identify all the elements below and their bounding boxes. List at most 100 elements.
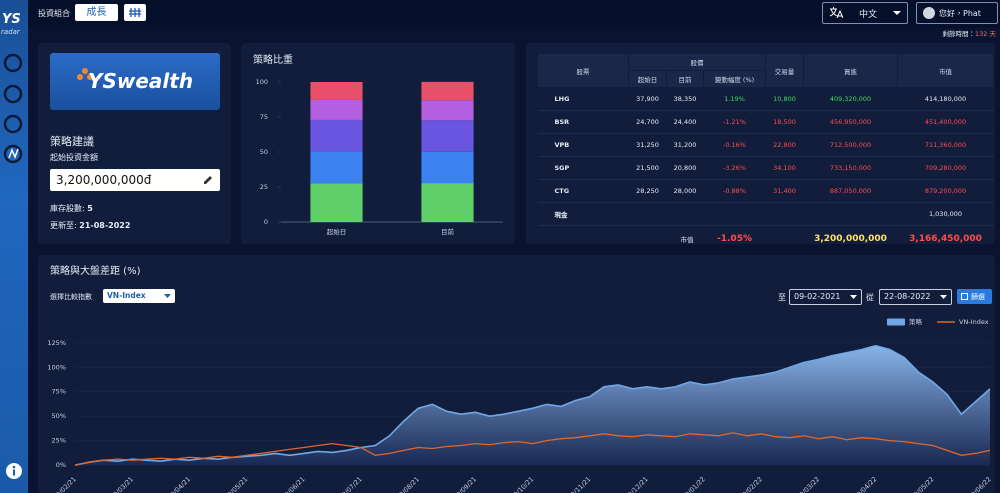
x-tick-label: 09/04/22	[852, 475, 878, 493]
empty-cell	[666, 202, 704, 226]
market-cell: 1,030,000	[897, 202, 994, 226]
index-label: 選擇比較指數	[50, 293, 92, 301]
filter-button[interactable]: 篩選	[957, 289, 992, 304]
market-cell: 451,400,000	[897, 110, 994, 134]
brand-name: YSwealth	[88, 69, 194, 93]
change-cell: -0.16%	[703, 133, 766, 157]
nav-glyph	[8, 147, 19, 160]
bar-segment	[421, 151, 474, 184]
buy-cell: 887,050,000	[803, 179, 898, 203]
x-tick-label: 09/01/22	[681, 475, 707, 493]
header-cell: 目前	[666, 70, 704, 88]
empty-cell	[765, 202, 804, 226]
empty-cell	[628, 202, 667, 226]
user-menu[interactable]: 您好，Phat	[916, 2, 998, 24]
bar-segment	[310, 151, 363, 184]
filter-button[interactable]	[124, 4, 146, 21]
bar-segment	[421, 183, 474, 222]
x-tick-label: 09/06/22	[967, 475, 993, 493]
empty-cell	[766, 226, 804, 253]
change-cell: -1.21%	[703, 110, 766, 134]
y-tick-label: 50	[260, 148, 268, 156]
index-value: VN-Index	[107, 291, 146, 300]
updated: 更新至: 21-08-2022	[50, 220, 130, 231]
stock-name: CTG	[554, 187, 570, 195]
stock-cell: CTG	[537, 179, 629, 203]
header-row: 起始日 目前 變動幅度 (%)	[538, 70, 994, 88]
language-select[interactable]: 中文	[822, 2, 908, 24]
footer-change: -1.05%	[717, 234, 752, 244]
nav-icon[interactable]	[3, 144, 23, 164]
bar-segment	[421, 100, 474, 121]
y-tick-label: 0	[264, 218, 268, 226]
date-value: 09-02-2021	[794, 292, 841, 301]
footer-label: 市值	[680, 236, 694, 244]
header-cell: 交易量	[765, 53, 805, 88]
stock-name: BSR	[554, 118, 570, 126]
bar-segment	[310, 119, 363, 152]
index-select[interactable]: VN-Index	[103, 289, 175, 303]
market-cell: 879,200,000	[897, 179, 994, 203]
line	[74, 432, 991, 466]
price-cell: 31,250	[628, 133, 667, 157]
header-cell: 市值	[897, 53, 995, 88]
header-row: 股票 股價 交易量 買進 市值	[537, 53, 995, 88]
y-tick-label: 50%	[52, 412, 66, 420]
remaining-label: 剩餘時間：	[942, 30, 976, 38]
footer-row: 市值 -1.05% 3,200,000,000 3,166,450,000	[538, 226, 994, 253]
caret	[940, 295, 947, 299]
header-cell: 股票	[537, 53, 629, 88]
y-tick-label: 125%	[47, 339, 66, 347]
amount-value: 3,200,000,000đ	[56, 173, 152, 187]
x-tick-label: 09/06/21	[280, 475, 306, 493]
legend-label: 策略	[909, 317, 923, 326]
nav-icon[interactable]	[3, 53, 23, 73]
table-row: LHG 37,900 38,350 1.19% 10,800 409,320,000 414…	[537, 87, 994, 111]
y-tick-label: 100%	[47, 363, 66, 371]
change-cell: 1.19%	[703, 87, 766, 111]
brand-banner: YSwealth	[50, 53, 220, 110]
chart-title: 策略比重	[253, 53, 293, 66]
stock-cell: BSR	[537, 110, 629, 134]
price-cell: 28,000	[666, 179, 704, 203]
strategy-card: YSwealth 策略建議 起始投資金額 3,200,000,000đ 庫存股數…	[38, 43, 231, 244]
table-header: 股票 股價 交易量 買進 市值 起始日 目前 變動幅度 (%)	[537, 53, 995, 88]
change-cell: -3.26%	[703, 156, 766, 180]
table-row: CTG 28,250 28,000 -0.88% 31,400 887,050,000 87…	[537, 179, 994, 203]
empty-cell	[703, 202, 766, 226]
remaining-value: 132 天	[975, 30, 996, 38]
volume-cell: 22,800	[765, 133, 804, 157]
x-tick-label: 09/09/21	[452, 475, 478, 493]
x-tick-label: 09/12/21	[623, 475, 649, 493]
updated-value: 21-08-2022	[79, 221, 131, 230]
date-label: 從	[866, 293, 874, 302]
nav-icon[interactable]	[3, 84, 23, 104]
price-cell: 24,400	[666, 110, 704, 134]
price-cell: 38,350	[666, 87, 704, 111]
stock-name: SGP	[554, 164, 570, 172]
x-tick-label: 09/08/21	[395, 475, 421, 493]
date-input[interactable]: 09-02-2021	[789, 289, 862, 305]
x-tick-label: 09/02/22	[738, 475, 764, 493]
edit-icon[interactable]	[202, 174, 214, 186]
date-input[interactable]: 22-08-2022	[879, 289, 952, 305]
price-cell: 31,200	[666, 133, 704, 157]
stock-count: 庫存股數: 5	[50, 203, 93, 214]
nav-icon[interactable]	[3, 114, 23, 134]
info-icon[interactable]	[4, 461, 24, 481]
tab-button[interactable]: 成長	[75, 4, 118, 21]
filter-label: 篩選	[971, 293, 985, 301]
stock-cell: VPB	[537, 133, 629, 157]
y-tick-label: 25%	[52, 437, 66, 445]
y-tick-label: 0%	[56, 461, 66, 469]
footer-buy: 3,200,000,000	[814, 234, 887, 244]
bar-segment	[310, 99, 363, 120]
strategy-title: 策略建議	[50, 135, 94, 148]
table-row: BSR 24,700 24,400 -1.21% 18,500 456,950,000 45…	[537, 110, 994, 134]
buy-cell: 456,950,000	[803, 110, 898, 134]
volume-cell: 18,500	[765, 110, 804, 134]
amount-input[interactable]: 3,200,000,000đ	[50, 169, 220, 191]
stock-name: VPB	[554, 141, 570, 149]
stock-cell: SGP	[537, 156, 629, 180]
area-line	[74, 344, 991, 466]
